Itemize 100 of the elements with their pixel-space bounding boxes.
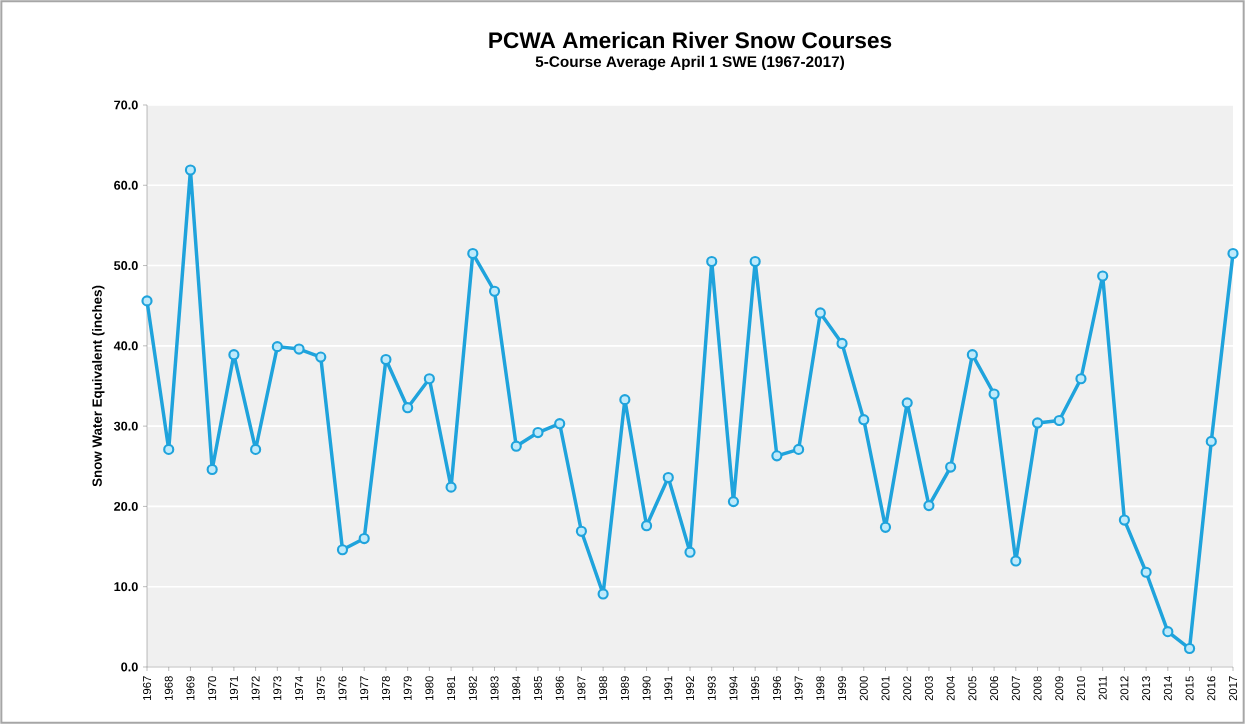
point <box>423 373 435 385</box>
point <box>749 255 761 268</box>
x-tick-label: 2002 <box>903 676 912 701</box>
chart-title: PCWA American River Snow Courses <box>489 31 892 49</box>
x-tick-label: 2001 <box>881 676 890 701</box>
x-tick-label: 1972 <box>251 676 260 701</box>
x-tick-label: 2003 <box>924 676 933 701</box>
point <box>793 443 805 456</box>
x-tick-label: 1970 <box>208 676 217 701</box>
x-tick-label: 2010 <box>1076 676 1085 701</box>
point <box>879 521 892 533</box>
x-tick-label: 1992 <box>686 676 695 701</box>
point <box>271 341 283 353</box>
x-tick-label: 1996 <box>772 676 781 701</box>
point <box>402 402 414 414</box>
x-tick-label: 1969 <box>186 676 195 701</box>
x-tick-label: 1983 <box>490 676 499 701</box>
y-tick-label: 50.0 <box>114 261 138 271</box>
x-tick-label: 1993 <box>707 676 716 701</box>
point <box>184 164 197 176</box>
x-tick-label: 2013 <box>1142 676 1151 701</box>
point <box>141 295 153 307</box>
x-tick-label: 1975 <box>316 676 325 701</box>
x-tick-label: 1968 <box>164 676 173 701</box>
point <box>554 418 566 430</box>
point <box>727 496 740 508</box>
y-tick-label: 30.0 <box>113 421 138 431</box>
x-tick-label: 1967 <box>143 676 152 701</box>
point <box>1053 414 1065 427</box>
point <box>228 349 240 361</box>
x-tick-label: 2011 <box>1098 676 1107 700</box>
point <box>619 394 631 406</box>
point <box>640 520 653 532</box>
point <box>1162 626 1174 638</box>
x-tick-label: 1997 <box>794 676 803 701</box>
point <box>706 255 718 268</box>
x-tick-label: 1982 <box>468 676 477 701</box>
x-tick-label: 1999 <box>838 676 847 701</box>
point <box>684 546 696 558</box>
x-tick-label: 1989 <box>620 676 629 701</box>
point <box>836 337 848 350</box>
y-tick-label: 60.0 <box>114 180 138 190</box>
point <box>1205 435 1217 447</box>
x-tick-label: 2017 <box>1229 676 1238 701</box>
x-tick-label: 2012 <box>1120 676 1129 701</box>
x-tick-label: 1976 <box>338 676 347 701</box>
x-tick-label: 2007 <box>1011 676 1020 701</box>
x-tick-label: 2006 <box>990 676 999 701</box>
chart-subtitle: 5-Course Average April 1 SWE (1967-2017) <box>535 55 845 71</box>
point <box>1010 555 1022 567</box>
y-tick-label: 70.0 <box>114 100 138 110</box>
point <box>771 450 783 462</box>
y-tick-label: 0.0 <box>121 662 138 672</box>
point <box>923 500 935 512</box>
x-tick-label: 2014 <box>1163 676 1172 701</box>
point <box>988 388 1000 400</box>
x-tick-label: 1994 <box>729 676 738 701</box>
point <box>1075 373 1087 385</box>
x-tick-label: 1991 <box>664 676 673 701</box>
x-tick-label: 1987 <box>577 676 586 701</box>
x-tick-label: 1981 <box>447 676 456 701</box>
point <box>1031 417 1044 429</box>
x-tick-label: 1998 <box>816 676 825 701</box>
point <box>336 544 349 556</box>
x-tick-label: 2005 <box>968 676 977 701</box>
y-tick-label: 10.0 <box>114 582 138 592</box>
point <box>814 307 826 319</box>
point <box>206 463 218 476</box>
point <box>966 349 978 361</box>
point <box>1227 247 1239 260</box>
point <box>445 481 457 493</box>
x-tick-label: 1985 <box>533 676 542 701</box>
point <box>1183 642 1196 655</box>
x-tick-label: 2004 <box>946 676 955 701</box>
x-tick-label: 1974 <box>295 676 304 701</box>
point <box>163 443 175 456</box>
point <box>488 285 501 297</box>
point <box>597 588 609 600</box>
point <box>1097 270 1109 282</box>
point <box>467 247 479 260</box>
x-tick-label: 1980 <box>425 676 434 701</box>
point <box>575 525 588 537</box>
y-tick-label: 20.0 <box>114 501 138 511</box>
x-tick-label: 1977 <box>360 676 369 701</box>
x-tick-label: 2016 <box>1207 676 1216 701</box>
point <box>250 443 262 456</box>
point <box>1118 514 1131 526</box>
x-tick-label: 1995 <box>751 676 760 701</box>
point <box>945 461 957 473</box>
point <box>510 440 522 452</box>
x-tick-label: 1973 <box>273 676 282 701</box>
x-tick-label: 1984 <box>512 676 521 701</box>
x-tick-label: 1979 <box>403 676 412 701</box>
x-tick-label: 2000 <box>859 676 868 701</box>
point <box>901 397 913 409</box>
x-tick-label: 2009 <box>1055 676 1064 701</box>
point <box>858 414 870 426</box>
point <box>1140 566 1152 578</box>
point <box>315 351 327 363</box>
x-tick-label: 1990 <box>642 676 651 701</box>
